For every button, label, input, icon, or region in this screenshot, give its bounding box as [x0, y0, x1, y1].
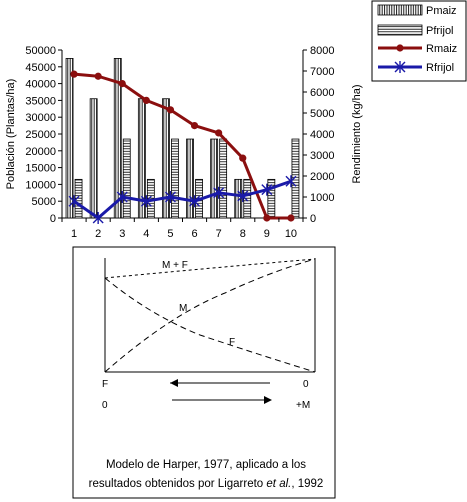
- left-tick-label: 5000: [32, 196, 56, 208]
- x-tick-label-1: 1: [71, 228, 77, 240]
- x-tick-label-10: 10: [285, 228, 297, 240]
- curve-label-m-plus-f: M + F: [162, 260, 188, 271]
- legend-swatch-pfrijol: [377, 24, 423, 36]
- curve-m-plus-f: [104, 258, 316, 279]
- bar-pmaiz-1: [65, 58, 74, 219]
- left-tick-label: 0: [50, 213, 56, 225]
- caption-line-1: Modelo de Harper, 1977, aplicado a los: [106, 459, 306, 471]
- point-rmaiz-8: [239, 154, 247, 162]
- legend-label-rfrijol: Rfrijol: [426, 62, 454, 74]
- left-tick-label: 30000: [25, 112, 56, 124]
- bar-pfrijol-8: [243, 178, 252, 219]
- left-tick-label: 20000: [25, 146, 56, 158]
- bar-pmaiz-6: [186, 138, 194, 219]
- x-tick-label-9: 9: [264, 228, 270, 240]
- left-y-axis-label: Población (Plantas/ha): [5, 79, 17, 190]
- right-tick-label: 0: [310, 213, 316, 225]
- ticks-layer: 0500010000150002000025000300003500040000…: [25, 45, 334, 240]
- right-tick-label: 1000: [310, 192, 334, 204]
- bar-pfrijol-7: [219, 138, 228, 219]
- caption-line-2: resultados obtenidos por Ligarreto et al…: [89, 478, 324, 490]
- legend-marker-rmaiz: [396, 44, 404, 52]
- left-tick-label: 35000: [25, 95, 56, 107]
- population-yield-chart: 0500010000150002000025000300003500040000…: [5, 45, 363, 240]
- legend-label-pfrijol: Pfrijol: [426, 25, 454, 37]
- point-rfrijol-3: [116, 191, 128, 203]
- right-y-axis-label: Rendimiento (kg/ha): [351, 84, 363, 183]
- left-tick-label: 25000: [25, 129, 56, 141]
- left-tick-label: 15000: [25, 163, 56, 175]
- legend: Pmaiz Pfrijol Rmaiz Rfrijol: [371, 0, 467, 82]
- curve-m: [104, 258, 316, 373]
- right-tick-label: 2000: [310, 171, 334, 183]
- bar-pfrijol-10: [291, 138, 300, 219]
- legend-swatch-pmaiz: [377, 4, 423, 16]
- series-line-rfrijol: [73, 179, 292, 220]
- harper-model-diagram: M + F M F F 0 0 +M Modelo de Harper, 197…: [72, 246, 336, 499]
- bar-pfrijol-5: [171, 138, 179, 219]
- x-tick-label-3: 3: [119, 228, 125, 240]
- point-rfrijol-8: [237, 189, 249, 202]
- point-rfrijol-5: [164, 191, 176, 203]
- legend-marker-rfrijol: [394, 61, 406, 73]
- right-tick-label: 7000: [310, 66, 334, 78]
- bar-pmaiz-5: [162, 98, 170, 219]
- bar-pfrijol-3: [122, 138, 131, 219]
- point-rfrijol-10: [285, 175, 297, 188]
- series-line-rmaiz: [73, 72, 291, 220]
- legend-label-rmaiz: Rmaiz: [426, 43, 457, 55]
- point-rfrijol-1: [68, 195, 80, 208]
- point-rfrijol-9: [261, 183, 273, 196]
- right-tick-label: 8000: [310, 45, 334, 57]
- bar-pmaiz-3: [113, 58, 122, 219]
- left-tick-label: 10000: [25, 179, 56, 191]
- axis-label-f: F: [102, 379, 108, 390]
- bar-pmaiz-8: [234, 178, 243, 219]
- bar-pmaiz-7: [210, 138, 219, 219]
- x-tick-label-7: 7: [216, 228, 222, 240]
- x-tick-label-8: 8: [240, 228, 246, 240]
- axis-label-zero-right: 0: [303, 379, 309, 390]
- axis-label-plus-m: +M: [296, 400, 310, 411]
- point-rfrijol-2: [92, 212, 104, 224]
- point-rmaiz-5: [166, 106, 175, 114]
- left-tick-label: 40000: [25, 79, 56, 91]
- curve-label-m: M: [179, 303, 187, 314]
- legend-label-pmaiz: Pmaiz: [426, 5, 457, 17]
- curve-label-f: F: [229, 337, 235, 348]
- bar-pmaiz-2: [89, 98, 98, 219]
- point-rmaiz-6: [190, 122, 199, 130]
- point-rmaiz-10: [287, 214, 295, 222]
- left-tick-label: 45000: [25, 62, 56, 74]
- x-tick-label-5: 5: [167, 228, 173, 240]
- arrow-right-head: [264, 396, 272, 404]
- bar-pfrijol-1: [74, 178, 83, 219]
- x-tick-label-6: 6: [191, 228, 197, 240]
- point-rmaiz-1: [70, 70, 78, 78]
- point-rmaiz-2: [94, 72, 102, 80]
- point-rmaiz-4: [142, 96, 150, 104]
- point-rmaiz-7: [215, 129, 223, 137]
- left-tick-label: 50000: [25, 45, 56, 57]
- point-rfrijol-4: [140, 195, 152, 208]
- right-tick-label: 3000: [310, 150, 334, 162]
- point-rfrijol-7: [213, 186, 225, 199]
- x-tick-label-2: 2: [95, 228, 101, 240]
- axis-label-zero-left: 0: [102, 400, 108, 411]
- point-rmaiz-3: [118, 80, 126, 88]
- right-tick-label: 5000: [310, 108, 334, 120]
- right-tick-label: 4000: [310, 129, 334, 141]
- curve-f: [104, 277, 316, 373]
- point-rfrijol-6: [189, 195, 201, 208]
- right-tick-label: 6000: [310, 87, 334, 99]
- bars-layer: [65, 58, 300, 219]
- arrow-left-head: [170, 379, 178, 387]
- x-tick-label-4: 4: [143, 228, 149, 240]
- point-rmaiz-9: [263, 214, 271, 222]
- lines-layer: [68, 70, 297, 224]
